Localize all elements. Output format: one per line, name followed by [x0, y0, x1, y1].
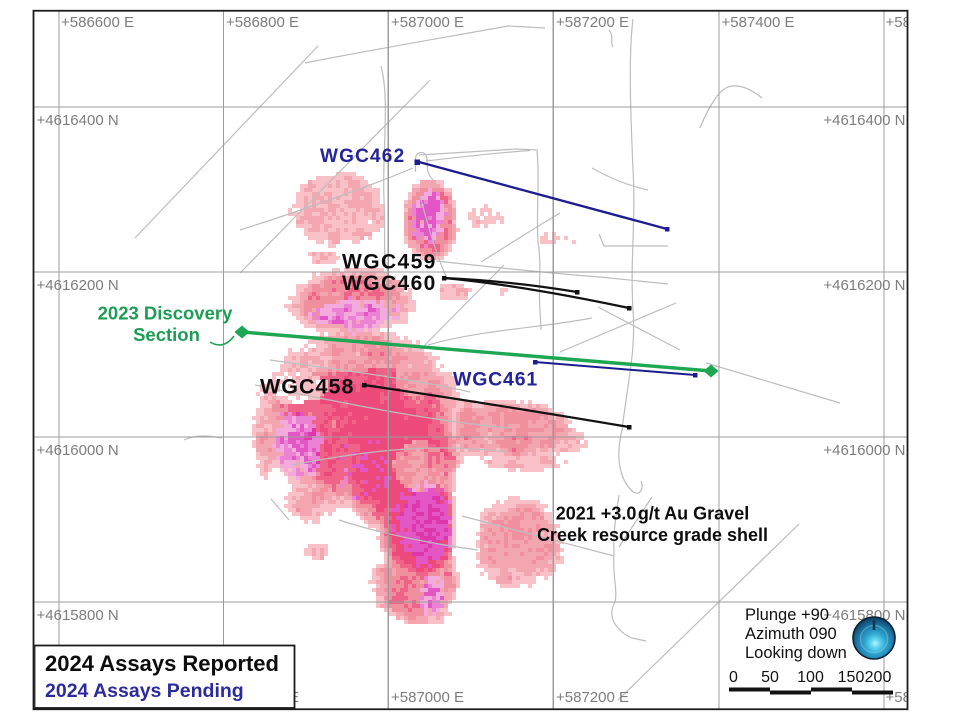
svg-text:WGC461: WGC461 — [453, 368, 538, 390]
svg-text:100: 100 — [797, 669, 824, 686]
svg-text:2024 Assays Pending: 2024 Assays Pending — [45, 680, 244, 702]
svg-text:+587200 E: +587200 E — [556, 14, 629, 31]
svg-text:0: 0 — [729, 669, 738, 686]
svg-text:+587200 E: +587200 E — [556, 689, 629, 706]
svg-text:+4616400 N: +4616400 N — [823, 112, 905, 129]
svg-text:+4616400 N: +4616400 N — [37, 112, 119, 129]
svg-text:WGC462: WGC462 — [320, 146, 405, 167]
svg-text:+4616000 N: +4616000 N — [37, 442, 119, 459]
svg-text:WGC458: WGC458 — [260, 375, 354, 399]
svg-text:200: 200 — [865, 669, 892, 686]
svg-text:+586600 E: +586600 E — [61, 14, 134, 31]
svg-text:+587600 E: +587600 E — [886, 14, 959, 31]
svg-text:Section: Section — [133, 324, 200, 345]
svg-text:50: 50 — [761, 669, 779, 686]
svg-text:WGC459: WGC459 — [342, 250, 437, 273]
svg-text:Looking down: Looking down — [745, 644, 847, 662]
svg-text:+4615800 N: +4615800 N — [37, 607, 119, 624]
svg-text:150: 150 — [838, 669, 865, 686]
svg-text:+586800 E: +586800 E — [226, 14, 299, 31]
svg-text:Creek resource grade shell: Creek resource grade shell — [537, 525, 768, 545]
svg-text:2024 Assays Reported: 2024 Assays Reported — [45, 651, 279, 676]
svg-text:+4616000 N: +4616000 N — [823, 442, 905, 459]
svg-text:+587400 E: +587400 E — [722, 14, 795, 31]
svg-text:WGC460: WGC460 — [342, 272, 437, 295]
svg-text:+4616200 N: +4616200 N — [823, 277, 905, 294]
svg-text:Plunge +90: Plunge +90 — [745, 606, 829, 624]
svg-text:2023 Discovery: 2023 Discovery — [98, 303, 233, 324]
svg-text:+587000 E: +587000 E — [391, 689, 464, 706]
svg-text:+587000 E: +587000 E — [391, 14, 464, 31]
svg-text:2021 +3.0 g/t Au Gravel: 2021 +3.0 g/t Au Gravel — [556, 503, 749, 523]
svg-text:Azimuth 090: Azimuth 090 — [745, 625, 837, 643]
svg-text:+4616200 N: +4616200 N — [37, 277, 119, 294]
